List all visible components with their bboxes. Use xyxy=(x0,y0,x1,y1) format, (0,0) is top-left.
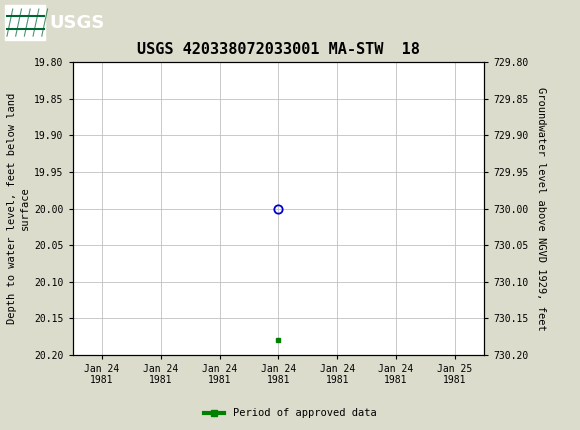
Bar xyxy=(5,6,45,40)
Title: USGS 420338072033001 MA-STW  18: USGS 420338072033001 MA-STW 18 xyxy=(137,42,420,57)
Y-axis label: Depth to water level, feet below land
surface: Depth to water level, feet below land su… xyxy=(7,93,30,324)
Y-axis label: Groundwater level above NGVD 1929, feet: Groundwater level above NGVD 1929, feet xyxy=(535,87,546,330)
Legend: Period of approved data: Period of approved data xyxy=(200,404,380,423)
Text: USGS: USGS xyxy=(49,14,104,31)
